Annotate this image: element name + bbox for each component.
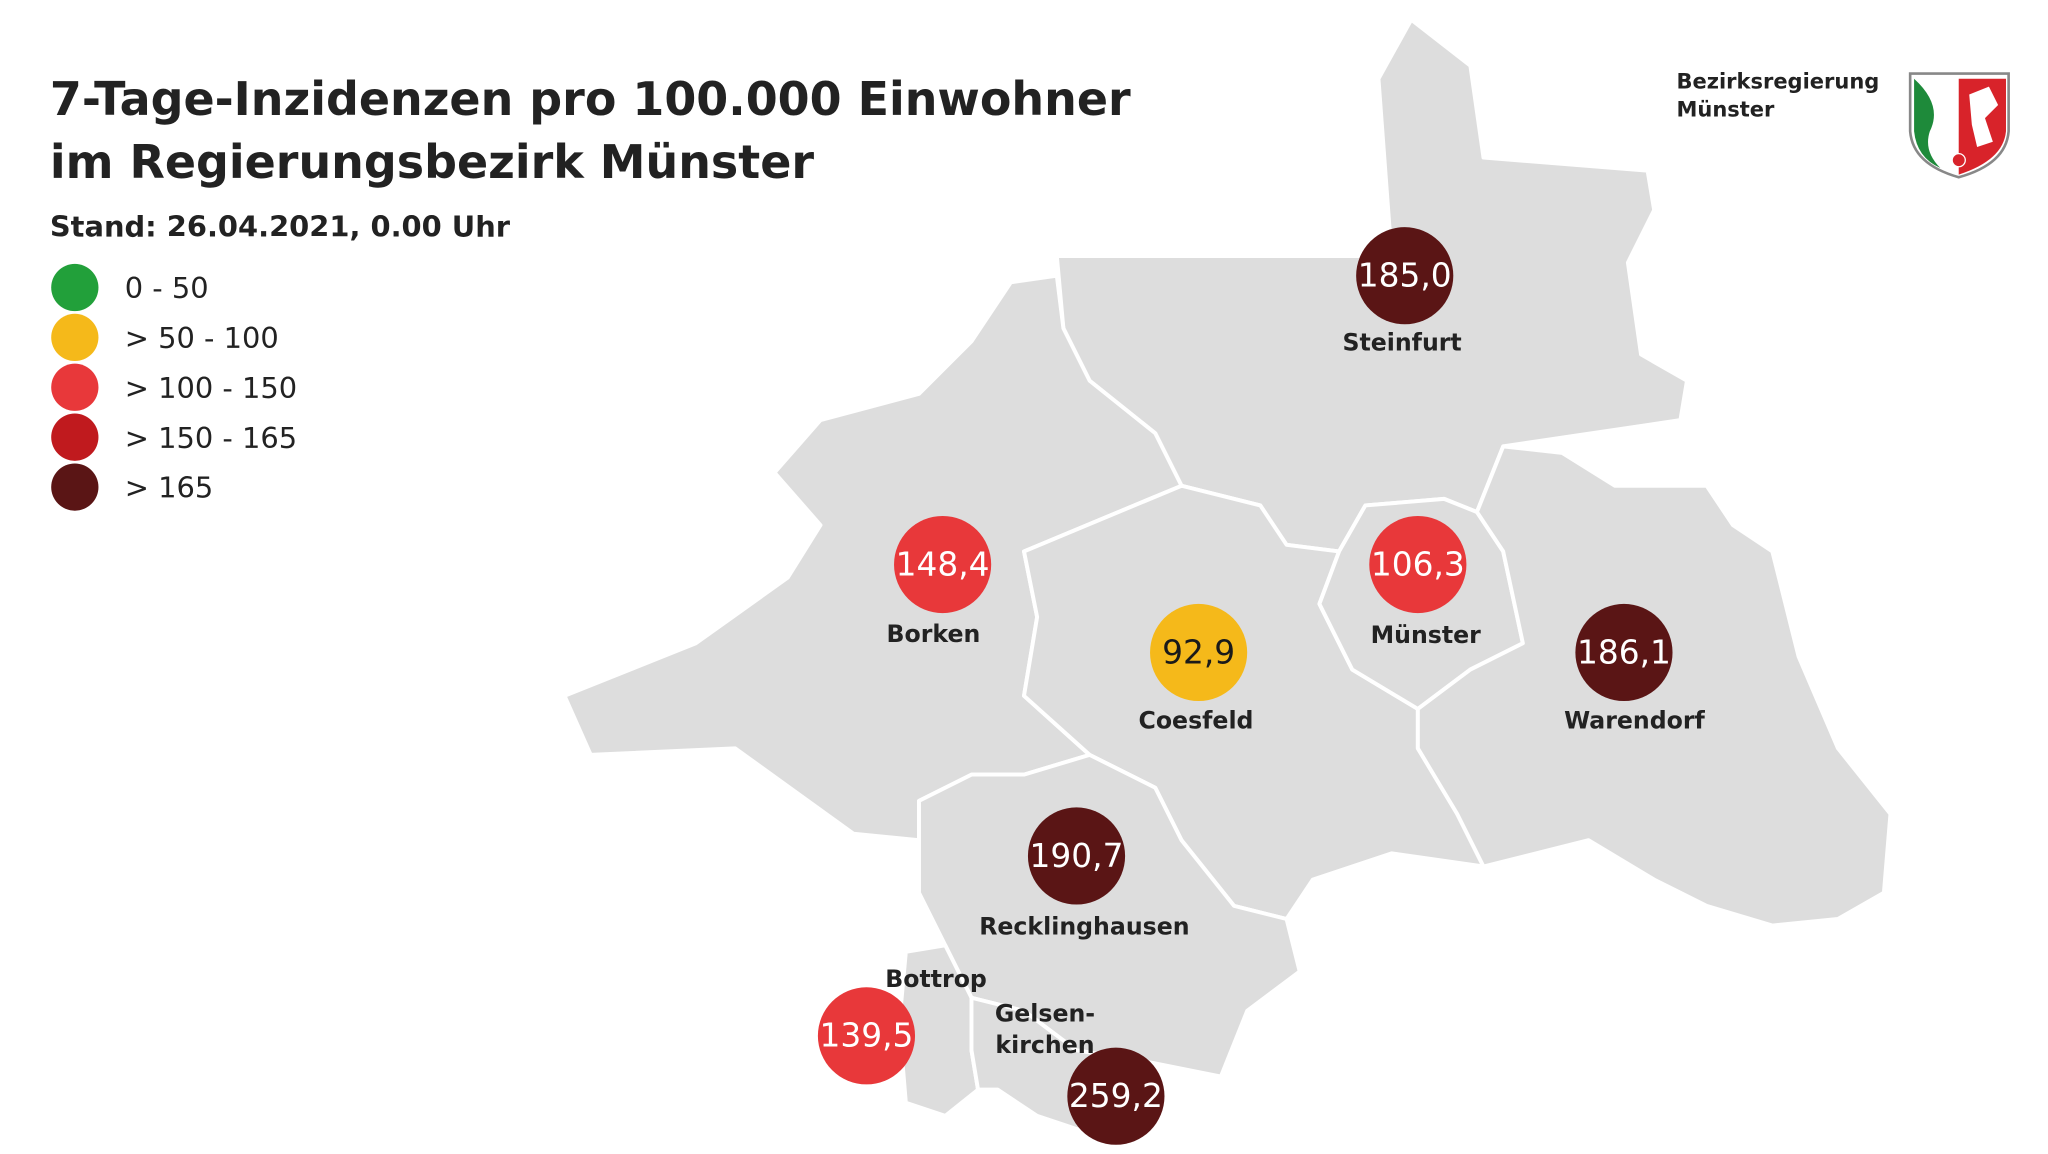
legend-swatch [51,363,99,411]
incidence-value: 106,3 [1371,545,1465,583]
legend-label: > 150 - 165 [125,421,297,455]
logo-text: Münster [1676,97,1775,121]
region-name: Coesfeld [1138,707,1253,735]
legend-swatch [51,463,99,511]
incidence-value: 186,1 [1577,633,1671,671]
incidence-marker [1027,807,1126,905]
region-name: kirchen [995,1031,1094,1059]
legend-swatch [51,413,99,461]
region-name: Steinfurt [1342,328,1461,356]
region-name: Recklinghausen [979,913,1189,941]
logo-text: Bezirksregierung [1676,70,1879,94]
incidence-value: 139,5 [819,1017,913,1055]
region-name: Warendorf [1564,707,1705,735]
incidence-value: 259,2 [1069,1077,1163,1115]
incidence-marker [1356,227,1454,325]
legend-label: > 165 [125,471,213,505]
title: 7-Tage-Inzidenzen pro 100.000 Einwohner [50,72,1131,126]
legend-label: > 50 - 100 [125,321,279,355]
legend-swatch [51,263,99,312]
region-name: Gelsen- [995,999,1095,1027]
incidence-marker [1575,603,1673,702]
title: im Regierungsbezirk Münster [50,135,815,189]
incidence-value: 148,4 [896,545,990,583]
incidence-value: 185,0 [1358,257,1452,295]
incidence-marker [894,515,992,614]
region-name: Münster [1371,621,1482,649]
stand-date: Stand: 26.04.2021, 0.00 Uhr [50,209,511,243]
incidence-marker [1369,515,1467,614]
incidence-marker [817,987,916,1085]
map-regions [562,17,1893,1132]
legend-label: 0 - 50 [125,271,209,305]
legend-swatch [51,313,99,362]
incidence-value: 190,7 [1030,837,1124,875]
labels: 7-Tage-Inzidenzen pro 100.000 Einwohner … [50,70,1879,244]
incidence-marker [1150,603,1248,702]
logo-shield [1908,72,2010,179]
region-name: Borken [887,620,981,648]
incidence-marker [1067,1047,1165,1145]
incidence-value: 92,9 [1162,633,1235,671]
region-name: Bottrop [885,965,987,993]
legend-label: > 100 - 150 [125,371,297,405]
